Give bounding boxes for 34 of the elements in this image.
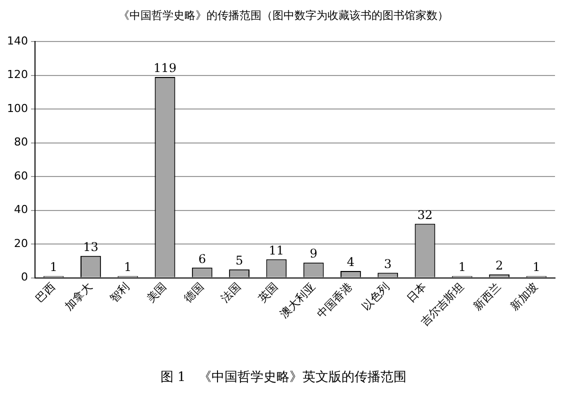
data-label: 5 bbox=[235, 253, 244, 268]
y-tick-label: 60 bbox=[14, 169, 28, 182]
x-tick-label: 巴西 bbox=[32, 280, 58, 306]
data-label: 6 bbox=[198, 252, 206, 266]
data-label: 3 bbox=[384, 256, 392, 271]
x-tick-label: 新加坡 bbox=[508, 280, 541, 313]
data-label: 13 bbox=[83, 240, 98, 254]
data-label: 32 bbox=[417, 208, 433, 222]
data-label: 1 bbox=[124, 260, 132, 274]
data-label: 9 bbox=[310, 246, 318, 261]
y-tick-label: 0 bbox=[20, 270, 28, 284]
x-tick-label: 智利 bbox=[107, 280, 132, 306]
y-tick-label: 120 bbox=[6, 68, 28, 82]
x-tick-label: 日本 bbox=[404, 280, 430, 306]
data-label: 11 bbox=[268, 243, 284, 258]
data-label: 1 bbox=[50, 260, 58, 274]
caption: 图 1 《中国哲学史略》英文版的传播范围 bbox=[159, 369, 408, 386]
data-label: 4 bbox=[346, 255, 355, 270]
x-tick-label: 加拿大 bbox=[62, 280, 95, 313]
data-label: 1 bbox=[532, 260, 540, 274]
x-tick-label: 法国 bbox=[218, 280, 244, 306]
y-tick-label: 140 bbox=[6, 34, 28, 48]
x-tick-label: 美国 bbox=[144, 280, 170, 306]
chart-title: 《中国哲学史略》的传播范围（图中数字为收藏该书的图书馆家数） bbox=[118, 8, 450, 23]
x-tick-label: 德国 bbox=[182, 280, 206, 306]
y-tick-label: 40 bbox=[14, 203, 28, 216]
x-tick-label: 新西兰 bbox=[470, 280, 504, 313]
data-label: 2 bbox=[495, 258, 504, 273]
y-tick-label: 80 bbox=[14, 136, 28, 149]
y-tick-label: 20 bbox=[14, 236, 28, 250]
x-tick-label: 以色列 bbox=[359, 280, 392, 313]
data-label: 1 bbox=[458, 260, 466, 274]
data-label: 119 bbox=[154, 61, 176, 76]
y-tick-label: 100 bbox=[6, 102, 28, 115]
